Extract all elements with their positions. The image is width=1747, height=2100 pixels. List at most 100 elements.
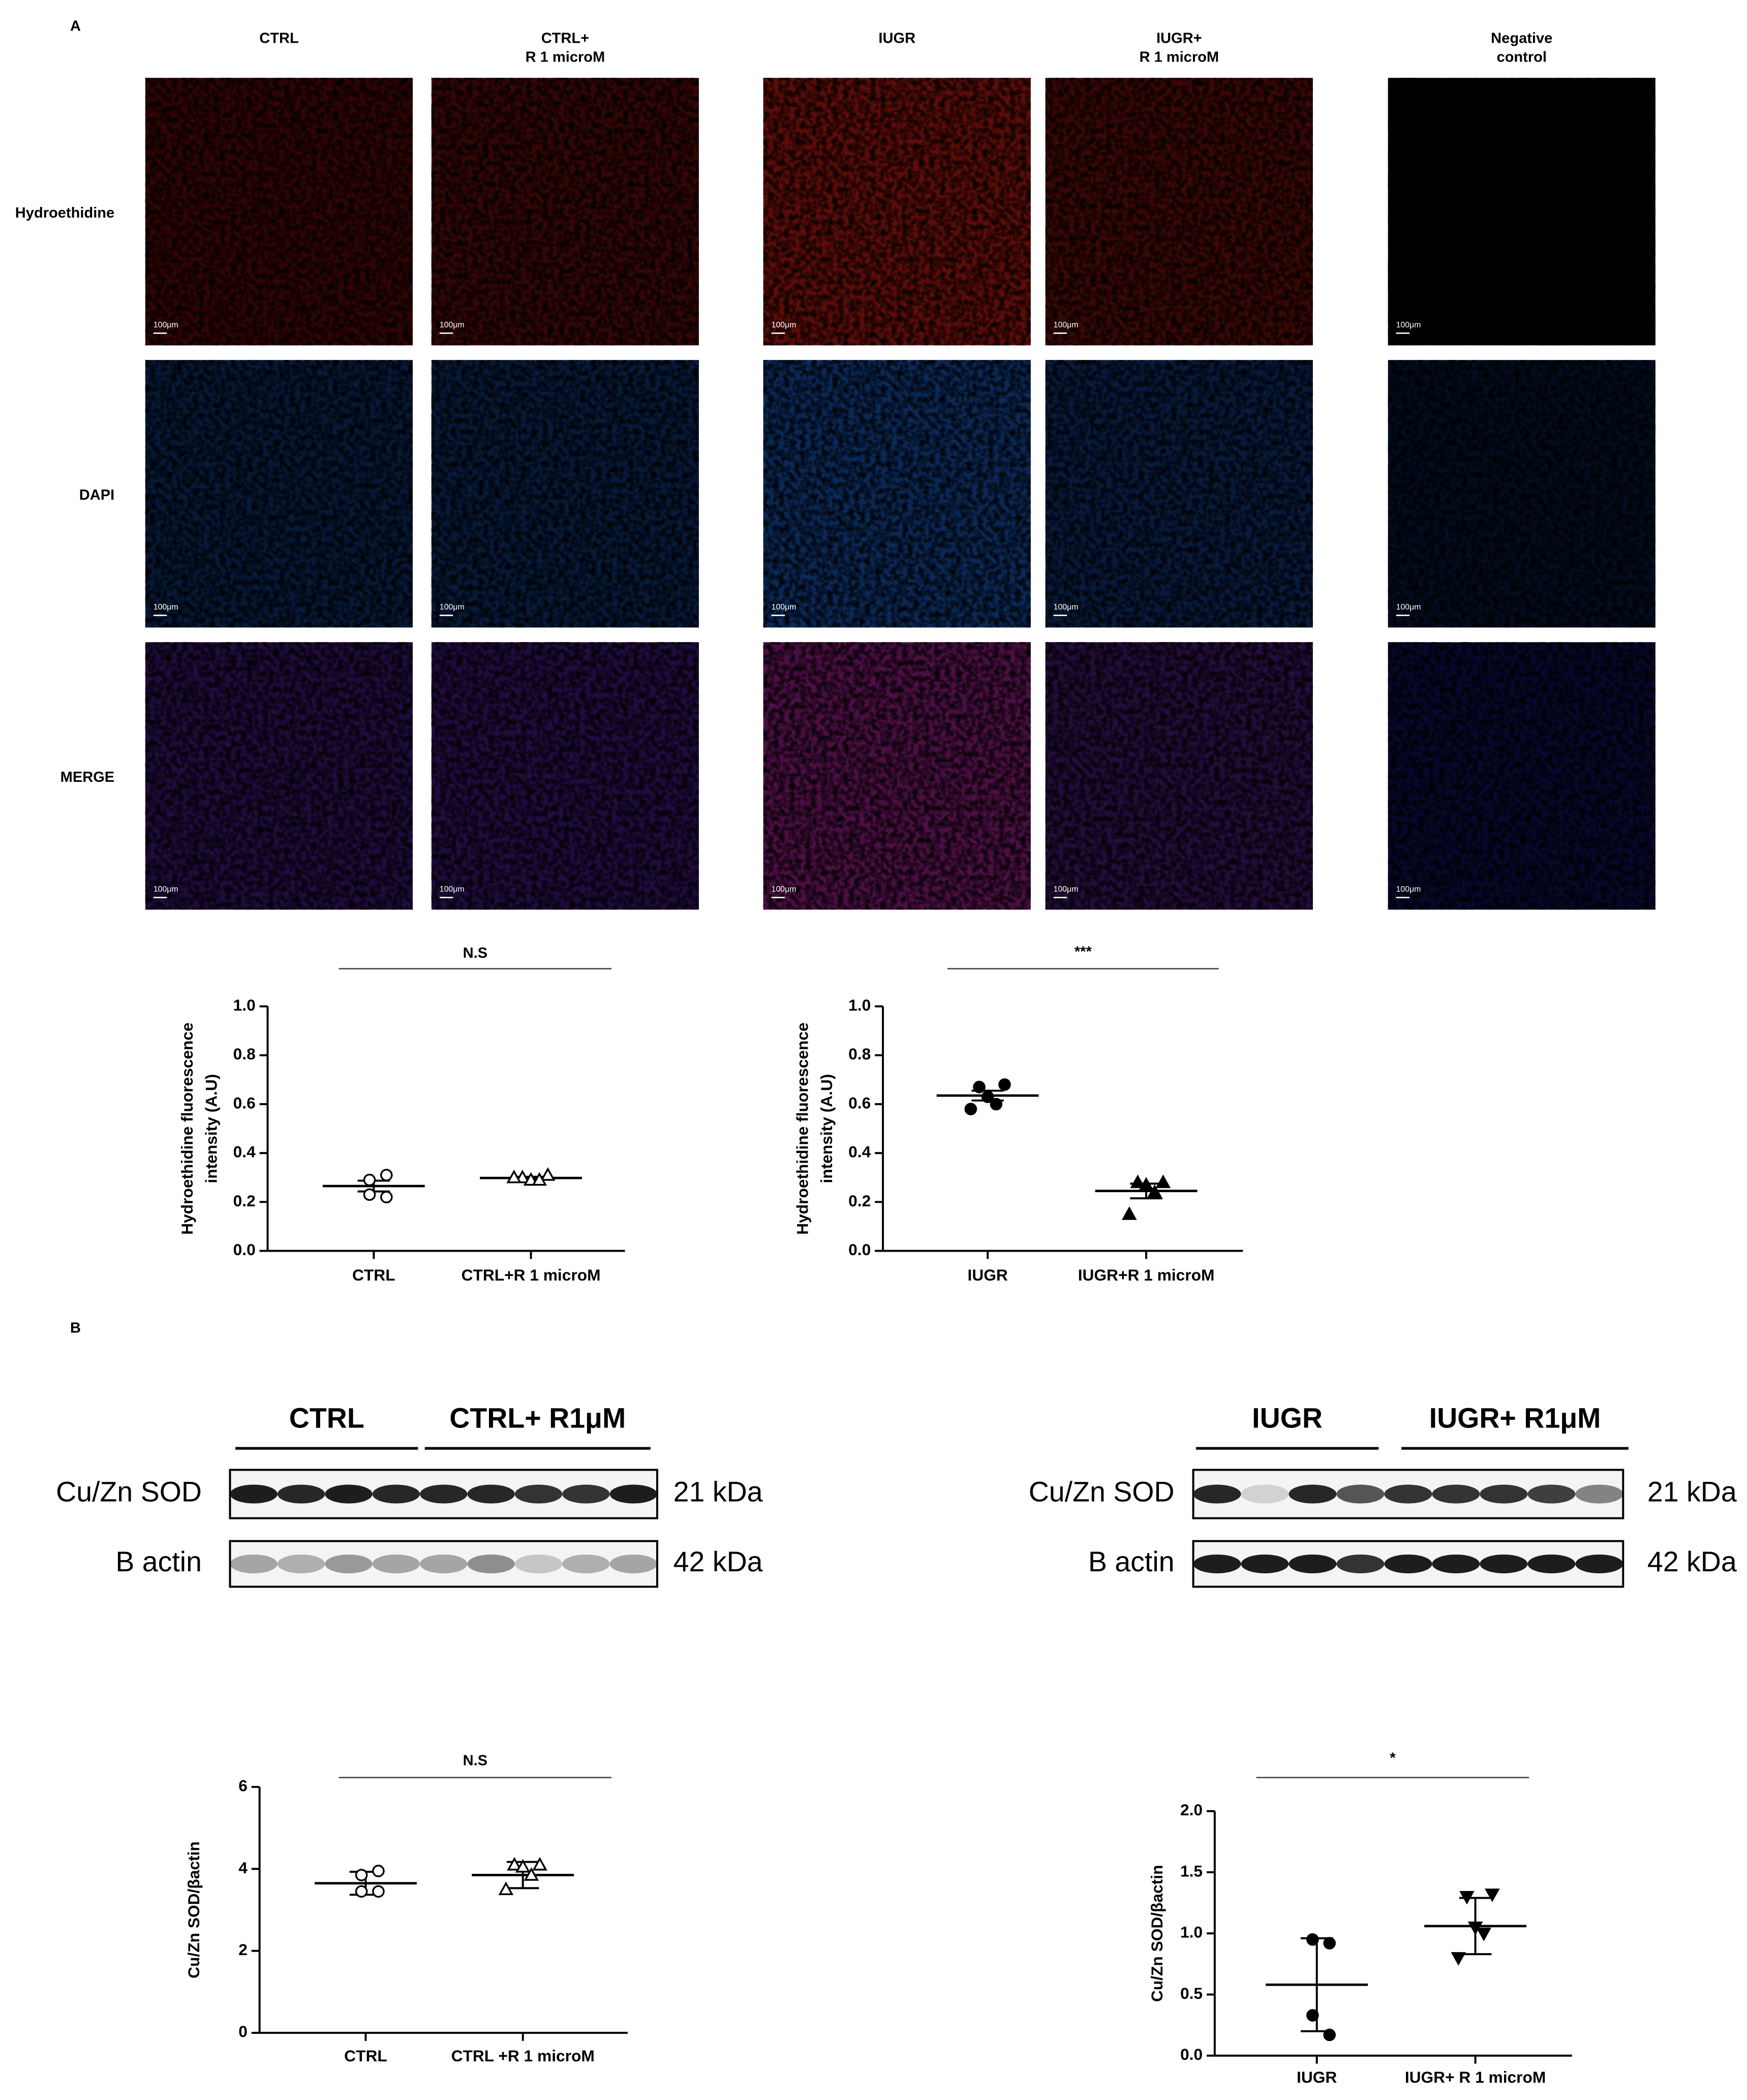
blot-band [1241,1554,1289,1573]
data-point [363,1188,376,1201]
data-point [1476,1928,1492,1941]
micrograph-texture [763,360,1031,628]
scale-bar-label: 100μm [1396,321,1421,329]
data-point [1121,1206,1137,1220]
y-axis-label: intensity (A.U) [817,1074,836,1183]
data-point [1451,1952,1466,1966]
size-label: 42 kDa [1647,1546,1737,1577]
data-point [524,1867,539,1881]
data-point [1139,1177,1154,1191]
blot-band [467,1484,515,1504]
data-point [506,1169,522,1183]
data-point [1130,1174,1146,1189]
data-point [1323,2028,1336,2042]
blot-band [1432,1554,1480,1573]
y-tick-label: 0.0 [233,1240,256,1259]
data-point [1323,1937,1336,1950]
blot-band [1193,1554,1241,1573]
y-axis-label: intensity (A.U) [202,1074,221,1183]
micrograph: 100μm [145,78,413,346]
column-header: IUGR+ [1156,30,1202,46]
data-point [355,1869,368,1881]
scale-bar-label: 100μm [1054,885,1079,894]
micrograph: 100μm [1045,642,1313,910]
blot-band [1575,1484,1623,1504]
column-header: CTRL [259,30,298,46]
blot-band [1432,1484,1480,1504]
blot-band [325,1554,373,1573]
y-axis-label: Hydroethidine fluorescence [793,1022,811,1235]
row-label: DAPI [79,487,114,503]
y-tick-label: 0.5 [1180,1984,1203,2002]
data-point [532,1856,547,1871]
significance-label: N.S [463,1753,487,1769]
blot-band [1384,1554,1432,1573]
micrograph: 100μm [431,642,699,910]
blot-band [420,1484,468,1504]
micrograph: 100μm [763,78,1031,346]
blot-band [372,1484,420,1504]
blot-group-label: IUGR+ R1μM [1429,1402,1601,1434]
y-tick-label: 0.4 [233,1143,256,1161]
blot-group-label: CTRL+ R1μM [449,1402,626,1434]
significance-label: *** [1075,944,1092,960]
protein-label: Cu/Zn SOD [56,1476,202,1508]
data-point [532,1172,547,1186]
scale-bar-label: 100μm [1396,603,1421,612]
protein-label: B actin [115,1546,202,1577]
data-point [998,1078,1011,1091]
blot-band [1575,1554,1623,1573]
micrograph: 100μm [1045,78,1313,346]
blot-band [1289,1554,1337,1573]
scale-bar-label: 100μm [154,885,178,894]
blot-band [1480,1484,1528,1504]
blot-band [467,1554,515,1573]
blot-band [372,1554,420,1573]
y-tick-label: 0.8 [233,1045,256,1063]
y-tick-label: 0 [238,2022,248,2041]
micrograph-texture [1388,360,1656,628]
scale-bar-label: 100μm [154,603,178,612]
y-axis-label: Cu/Zn SOD/βactin [1148,1865,1166,2002]
scale-bar-label: 100μm [1054,603,1079,612]
data-point [1306,1933,1319,1946]
micrograph: 100μm [145,360,413,628]
blot-band [609,1484,657,1504]
panel-label: B [70,1320,81,1336]
significance-label: * [1390,1750,1396,1766]
blot-band [562,1484,610,1504]
micrograph: 100μm [145,642,413,910]
y-tick-label: 1.5 [1180,1862,1203,1880]
data-point [507,1856,522,1871]
data-point [981,1090,994,1103]
micrograph: 100μm [1045,360,1313,628]
size-label: 21 kDa [1647,1476,1737,1508]
y-tick-label: 4 [238,1859,248,1877]
micrograph-texture [1045,360,1313,628]
blot-band [277,1554,325,1573]
micrograph: 100μm [1388,78,1656,346]
x-tick-label: IUGR+R 1 microM [1078,1266,1215,1284]
y-tick-label: 6 [238,1777,248,1795]
micrograph-texture [145,642,413,910]
blot-band [325,1484,373,1504]
data-point [1155,1174,1171,1189]
data-point [1485,1889,1500,1902]
data-point [1306,2009,1319,2022]
scale-bar-label: 100μm [772,321,796,329]
blot-membrane [229,1540,658,1588]
micrograph-texture [1388,642,1656,910]
y-tick-label: 1.0 [848,996,871,1014]
column-header: R 1 microM [526,49,605,65]
data-point [964,1103,977,1115]
data-point [372,1885,385,1898]
x-tick-label: IUGR+ R 1 microM [1405,2068,1546,2086]
y-tick-label: 0.4 [848,1143,871,1161]
blot-band [1480,1554,1528,1573]
blot-band [609,1554,657,1573]
blot-band [1336,1484,1385,1504]
blot-band [1527,1554,1576,1573]
blot-band [420,1554,468,1573]
blot-band [1384,1484,1432,1504]
micrograph: 100μm [763,642,1031,910]
